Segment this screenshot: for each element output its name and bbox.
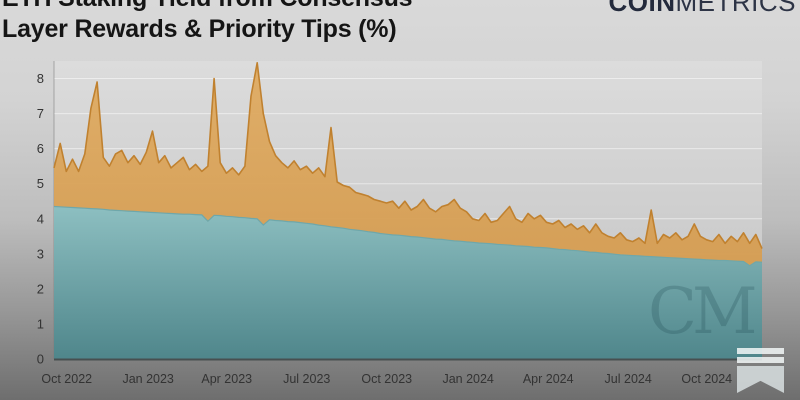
- y-tick-label-7: 7: [37, 106, 44, 121]
- chart-title-line1: ETH Staking Yield from Consensus: [2, 0, 562, 14]
- x-tick-label-7: Jul 2024: [605, 372, 652, 386]
- x-tick-label-4: Oct 2023: [361, 372, 412, 386]
- ribbon-bar-bottom: [737, 357, 784, 363]
- consensus-rewards-line: [53, 205, 763, 267]
- x-tick-label-2: Apr 2023: [201, 372, 252, 386]
- y-tick-label-1: 1: [37, 316, 44, 331]
- y-tick-label-0: 0: [37, 352, 44, 367]
- x-tick-label-5: Jan 2024: [442, 372, 493, 386]
- y-tick-label-3: 3: [37, 246, 44, 261]
- y-tick-label-8: 8: [37, 71, 44, 86]
- coinmetrics-logo-metrics: METRICS: [675, 0, 796, 17]
- x-tick-label-8: Oct 2024: [681, 372, 732, 386]
- x-tick-label-6: Apr 2024: [523, 372, 574, 386]
- x-tick-label-0: Oct 2022: [41, 372, 92, 386]
- coinmetrics-logo: COINMETRICS: [609, 0, 797, 18]
- ribbon-bookmark-icon: [737, 348, 784, 393]
- chart-title-line2: Layer Rewards & Priority Tips (%): [2, 15, 397, 43]
- chart-title: ETH Staking Yield from Consensus Layer R…: [2, 0, 562, 45]
- y-tick-label-5: 5: [37, 176, 44, 191]
- cm-watermark: CM: [648, 275, 757, 349]
- x-tick-label-1: Jan 2023: [122, 372, 173, 386]
- coinmetrics-logo-coin: COIN: [608, 0, 676, 17]
- x-tick-label-3: Jul 2023: [283, 372, 330, 386]
- ribbon-pennant: [737, 366, 784, 393]
- y-tick-label-4: 4: [37, 211, 44, 226]
- total-yield-line: [53, 61, 763, 249]
- consensus-rewards-area: [54, 206, 762, 359]
- priority-tips-area: [54, 62, 762, 266]
- ribbon-bar-top: [737, 348, 784, 354]
- y-tick-label-2: 2: [37, 281, 44, 296]
- y-tick-label-6: 6: [37, 141, 44, 156]
